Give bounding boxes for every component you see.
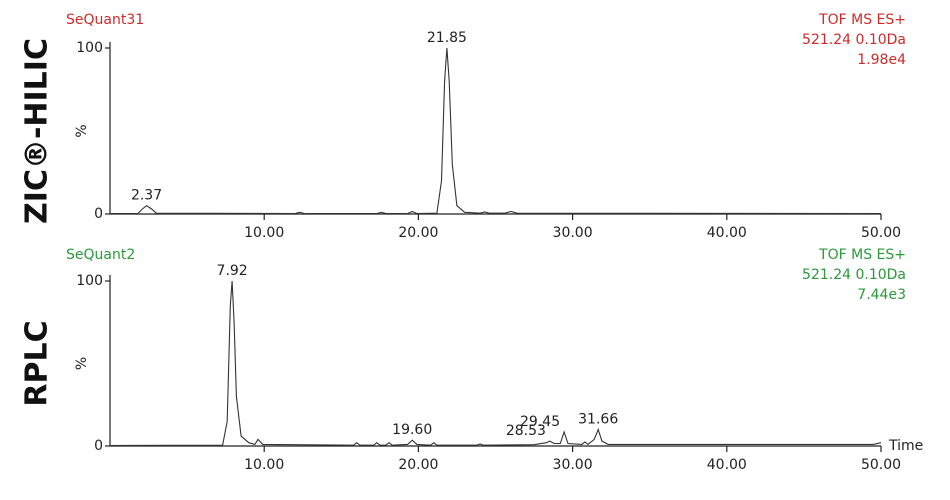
x-tick-label: 50.00 xyxy=(861,457,901,473)
trace-info: 521.24 0.10Da xyxy=(802,32,906,48)
x-tick-label: 30.00 xyxy=(553,225,593,241)
peak-label: 31.66 xyxy=(578,412,618,428)
trace-title: SeQuant31 xyxy=(66,12,144,28)
side-label: RPLC xyxy=(20,320,55,406)
peak-label: 19.60 xyxy=(392,422,432,438)
x-axis-label: Time xyxy=(888,438,923,454)
x-tick-label: 20.00 xyxy=(398,457,438,473)
x-tick-label: 40.00 xyxy=(707,457,747,473)
y-axis-label: % xyxy=(74,124,90,137)
trace-line xyxy=(109,280,882,447)
trace-title: SeQuant2 xyxy=(66,247,135,263)
trace-info: TOF MS ES+ xyxy=(818,247,906,263)
trace-info: 7.44e3 xyxy=(857,287,906,303)
peak-label: 29.45 xyxy=(520,414,560,430)
x-tick-label: 10.00 xyxy=(244,225,284,241)
x-tick-label: 40.00 xyxy=(707,225,747,241)
peak-label: 28.53 xyxy=(506,423,546,439)
trace-info: 521.24 0.10Da xyxy=(802,267,906,283)
trace-line xyxy=(110,47,882,215)
x-tick-label: 20.00 xyxy=(398,225,438,241)
y-tick-label: 100 xyxy=(76,40,103,56)
y-tick-label: 100 xyxy=(76,273,103,289)
y-axis-label: % xyxy=(74,357,90,370)
x-tick-label: 30.00 xyxy=(553,457,593,473)
y-tick-label: 0 xyxy=(94,438,103,454)
peak-label: 21.85 xyxy=(427,30,467,46)
side-label: ZIC®-HILIC xyxy=(20,38,55,224)
peak-label: 2.37 xyxy=(131,188,162,204)
y-tick-label: 0 xyxy=(94,206,103,222)
peak-label: 7.92 xyxy=(217,263,248,279)
x-tick-label: 50.00 xyxy=(861,225,901,241)
trace-info: TOF MS ES+ xyxy=(818,12,906,28)
trace-info: 1.98e4 xyxy=(857,52,906,68)
x-tick-label: 10.00 xyxy=(244,457,284,473)
